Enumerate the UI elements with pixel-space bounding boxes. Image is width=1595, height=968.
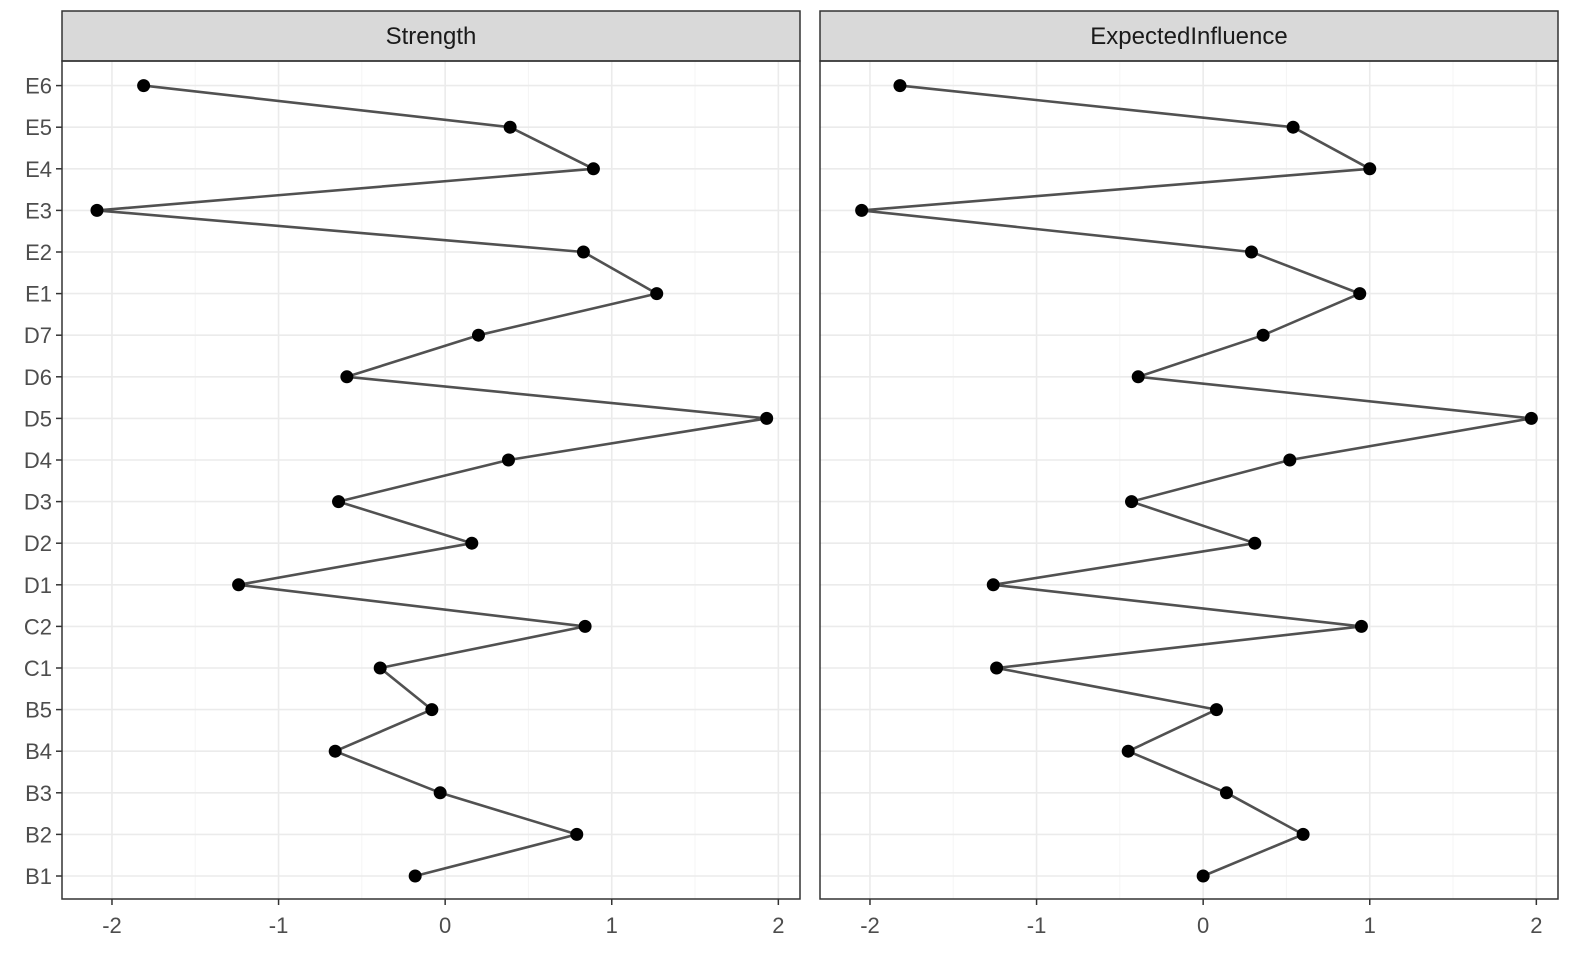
y-tick-label-b5: B5 [25,698,52,723]
data-point-e6 [137,79,151,93]
x-tick-label: -2 [860,913,880,938]
y-tick-label-e1: E1 [25,282,52,307]
y-tick-label-d1: D1 [24,573,52,598]
data-point-e3 [855,203,869,217]
x-tick-label: -2 [102,913,122,938]
y-tick-label-b1: B1 [25,864,52,889]
strip-label: Strength [386,23,477,50]
series-line [860,84,1533,878]
data-point-e5 [503,120,517,134]
data-point-b4 [1121,744,1135,758]
data-point-b5 [425,703,439,717]
data-point-e5 [1286,120,1300,134]
data-point-d5 [1524,411,1538,425]
data-point-c2 [578,619,592,633]
data-point-e2 [1244,245,1258,259]
y-tick-label-d2: D2 [24,531,52,556]
y-tick-label-e6: E6 [25,74,52,99]
y-tick-label-b3: B3 [25,781,52,806]
data-point-d3 [332,495,346,509]
x-tick-label: 2 [772,913,784,938]
data-point-d7 [471,328,485,342]
data-point-b1 [408,869,422,883]
data-point-b3 [433,786,447,800]
y-tick-label-c1: C1 [24,656,52,681]
data-point-d3 [1125,495,1139,509]
y-tick-label-d7: D7 [24,323,52,348]
data-point-e6 [893,79,907,93]
x-tick-label: 1 [606,913,618,938]
strip-label: ExpectedInfluence [1090,23,1287,50]
data-point-c1 [373,661,387,675]
y-tick-label-d5: D5 [24,406,52,431]
x-tick-label: 0 [439,913,451,938]
data-point-c2 [1354,619,1368,633]
panel-border [61,60,801,900]
y-tick-label-e5: E5 [25,115,52,140]
y-tick-label-d3: D3 [24,490,52,515]
data-point-d6 [1131,370,1145,384]
data-point-d7 [1256,328,1270,342]
y-tick-label-c2: C2 [24,614,52,639]
data-point-e4 [1363,162,1377,176]
data-point-b5 [1209,703,1223,717]
data-point-d1 [232,578,246,592]
data-point-e2 [576,245,590,259]
data-point-d2 [1248,536,1262,550]
data-point-b2 [570,827,584,841]
data-point-b1 [1196,869,1210,883]
series-line [95,84,769,878]
data-point-e1 [650,287,664,301]
y-tick-label-b4: B4 [25,739,52,764]
data-point-d4 [1283,453,1297,467]
x-tick-label: 0 [1197,913,1209,938]
data-point-e1 [1353,287,1367,301]
data-point-e3 [90,203,104,217]
panel-border [819,60,1559,900]
y-tick-label-d6: D6 [24,365,52,390]
data-point-d6 [340,370,354,384]
y-tick-label-e2: E2 [25,240,52,265]
y-tick-label-e4: E4 [25,157,52,182]
x-tick-label: -1 [269,913,289,938]
y-tick-label-d4: D4 [24,448,52,473]
x-tick-label: 2 [1530,913,1542,938]
x-tick-label: 1 [1364,913,1376,938]
y-tick-label-e3: E3 [25,198,52,223]
data-point-b3 [1219,786,1233,800]
y-tick-label-b2: B2 [25,822,52,847]
data-point-e4 [586,162,600,176]
data-point-d4 [501,453,515,467]
data-point-d2 [465,536,479,550]
panel-background [820,61,1558,899]
strip-background [61,10,801,62]
data-point-c1 [990,661,1004,675]
data-point-b2 [1296,827,1310,841]
x-tick-label: -1 [1027,913,1047,938]
data-point-d1 [986,578,1000,592]
data-point-b4 [328,744,342,758]
data-point-d5 [760,411,774,425]
